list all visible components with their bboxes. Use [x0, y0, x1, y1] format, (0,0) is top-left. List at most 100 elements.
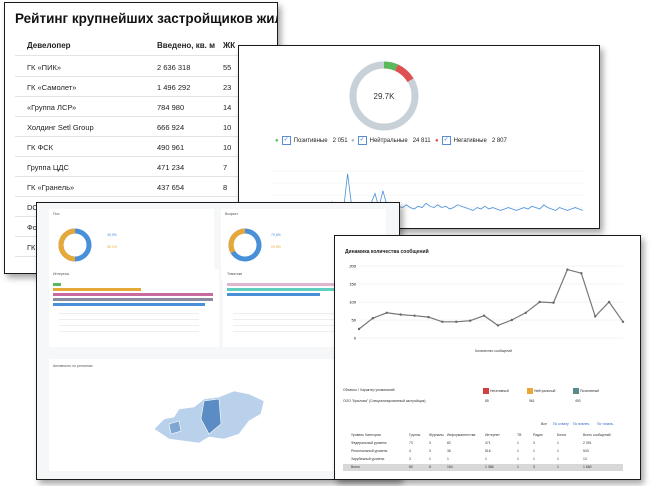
legend-neutral-label: Нейтральные	[369, 138, 408, 145]
bar[interactable]	[53, 288, 141, 291]
grid-cell: 1	[557, 457, 559, 461]
grid-cell: 1	[447, 457, 449, 461]
area-cell: 2 636 318	[157, 63, 191, 72]
russia-map[interactable]	[149, 379, 269, 449]
topics-title: Тематики	[227, 272, 243, 276]
grid-cell: 8	[429, 465, 431, 469]
gender-donut	[58, 228, 92, 262]
legend-row	[233, 313, 368, 314]
tab-2[interactable]: По вовлеч.	[573, 422, 591, 426]
area-cell: 490 961	[157, 143, 185, 152]
data-point	[455, 320, 458, 323]
bar[interactable]	[53, 303, 205, 306]
bar[interactable]	[227, 288, 351, 291]
bar[interactable]	[53, 283, 61, 286]
complex-count-cell: 10	[223, 123, 232, 132]
grid-header-cell: Блоги	[557, 433, 567, 437]
data-point	[607, 300, 611, 304]
grid-cell: 1	[429, 457, 431, 461]
grid-cell: 3	[429, 441, 431, 445]
neutral-swatch-icon	[527, 388, 533, 394]
tab-1[interactable]: По охвату	[553, 422, 569, 426]
grid-cell: 1	[485, 457, 487, 461]
interests-title: Интересы	[53, 272, 70, 276]
y-tick-label: 50	[352, 318, 357, 323]
legend-positive[interactable]: ● ✓ Позитивные 2 051	[275, 136, 348, 145]
grid-header-cell: Информагентства	[447, 433, 476, 437]
area-cell: 666 924	[157, 123, 185, 132]
legend-row	[59, 313, 199, 314]
grid-header-cell: ТВ	[517, 433, 522, 437]
grid-cell: 82	[447, 441, 451, 445]
y-tick-label: 0	[354, 336, 357, 341]
sentiment-donut: 29.7K	[349, 61, 419, 131]
data-point	[441, 320, 444, 323]
dynamics-caption: Количество сообщений	[475, 349, 512, 353]
row-divider	[15, 96, 277, 97]
checkbox-icon[interactable]: ✓	[281, 136, 291, 145]
interests-panel: Интересы	[49, 269, 219, 347]
checkbox-icon[interactable]: ✓	[357, 136, 367, 145]
legend-row	[59, 331, 199, 332]
y-tick-label: 150	[349, 282, 356, 287]
row-divider	[15, 136, 277, 137]
grid-cell: 1	[517, 465, 519, 469]
grid-cell: 4	[409, 449, 411, 453]
region-map-panel: Активность по регионам	[49, 359, 387, 471]
bar[interactable]	[227, 293, 320, 296]
grid-cell: 73	[409, 441, 413, 445]
data-point	[427, 315, 430, 319]
grid-cell: 2 091	[583, 441, 592, 445]
grid-cell: Зарубежный уровень	[351, 457, 385, 461]
grid-cell: 1	[517, 457, 519, 461]
grid-cell: 516	[485, 449, 491, 453]
grid-cell: 13	[583, 457, 587, 461]
legend-neutral-value: 24 811	[412, 138, 431, 145]
bar[interactable]	[53, 293, 213, 296]
row-divider	[15, 156, 277, 157]
legend-neutral[interactable]: ● ✓ Нейтральные 24 811	[351, 136, 431, 145]
row-divider	[15, 116, 277, 117]
col-developer-header[interactable]: Девелопер	[27, 41, 71, 50]
data-point	[482, 314, 486, 317]
checkbox-icon[interactable]: ✓	[441, 136, 451, 145]
bar[interactable]	[53, 298, 213, 301]
data-point	[385, 311, 388, 314]
mention-header-negative: Негативный	[483, 388, 509, 394]
grid-cell: 3	[429, 449, 431, 453]
legend-negative-value: 2 807	[491, 138, 507, 145]
grid-cell: 1 368	[485, 465, 494, 469]
legend-negative[interactable]: ● ✓ Негативные 2 807	[435, 136, 507, 145]
mention-header-neutral: Нейтральный	[527, 388, 555, 394]
age-donut	[228, 228, 262, 262]
grid-cell: 471	[485, 441, 491, 445]
bar[interactable]	[227, 283, 367, 286]
grid-cell: 1	[533, 457, 535, 461]
area-cell: 1 496 292	[157, 83, 191, 92]
gender-value-1: 49,9%	[107, 233, 117, 237]
data-point	[510, 318, 514, 322]
area-cell: 471 234	[157, 163, 185, 172]
grid-header-cell: Журналы	[429, 433, 444, 437]
donut-total: 29.7K	[374, 92, 396, 101]
complex-count-cell: 10	[223, 143, 232, 152]
dynamics-title: Динамика количества сообщений	[345, 249, 429, 255]
legend-positive-label: Позитивные	[293, 138, 328, 145]
data-point	[399, 313, 402, 316]
col-area-header[interactable]: Введено, кв. м	[157, 41, 216, 50]
legend-positive-value: 2 051	[332, 138, 348, 145]
area-cell: 784 980	[157, 103, 185, 112]
data-point	[552, 301, 555, 304]
data-point	[496, 324, 500, 327]
grid-cell: 3	[409, 457, 411, 461]
mention-row-neutral: 961	[529, 399, 535, 403]
data-point	[524, 311, 527, 314]
developer-cell: ГК ФСК	[27, 143, 54, 152]
y-tick-label: 200	[349, 264, 356, 269]
tab-3[interactable]: По тональ.	[597, 422, 615, 426]
grid-header-cell: Уровень Категория	[351, 433, 381, 437]
donut-positive-arc	[383, 61, 399, 71]
col-complexes-header[interactable]: ЖК	[223, 41, 236, 50]
grid-header-cell: Всего сообщений	[583, 433, 611, 437]
tab-0[interactable]: Все	[541, 422, 547, 426]
